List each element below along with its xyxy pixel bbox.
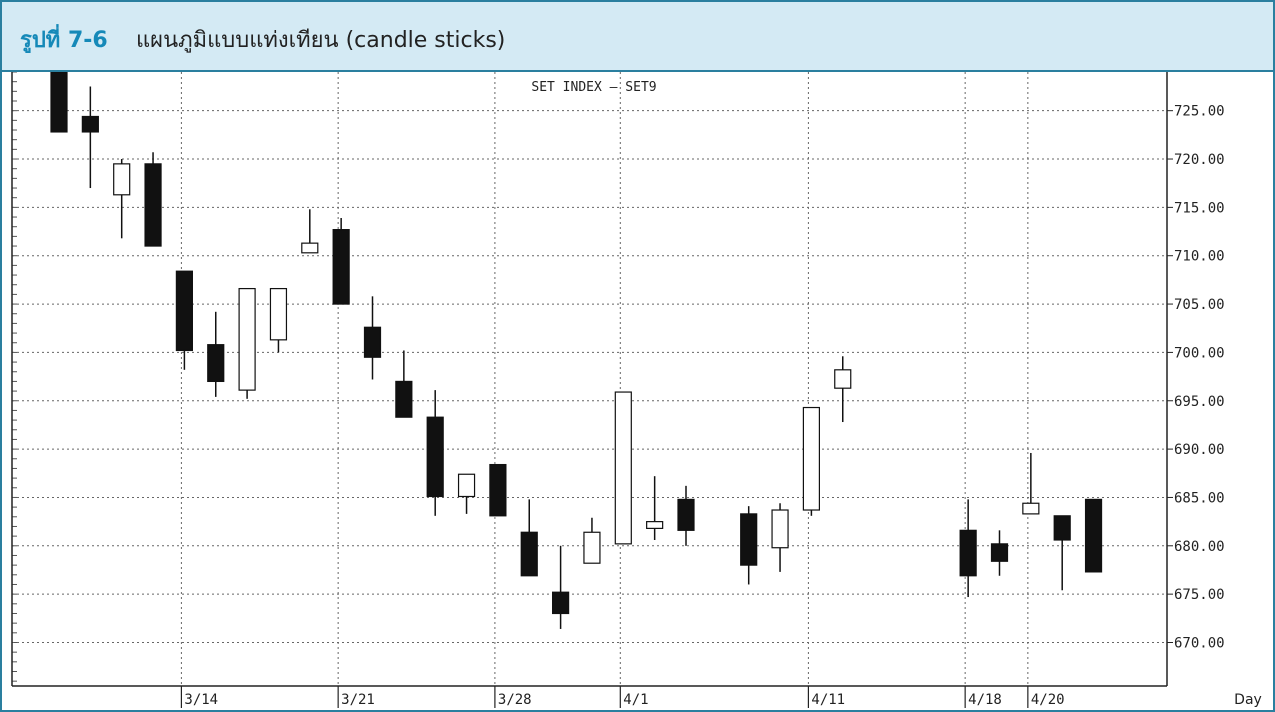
y-tick-label: 670.00 <box>1174 635 1225 651</box>
candle-body-up <box>583 531 601 564</box>
candle-body-down <box>740 513 758 566</box>
candle <box>551 545 570 629</box>
candle <box>583 517 601 564</box>
candle-body-down <box>144 163 162 247</box>
candle-body-up <box>269 287 288 341</box>
candle <box>113 159 131 239</box>
candle <box>144 152 162 247</box>
candle <box>207 311 225 397</box>
candle-body-down <box>395 380 413 418</box>
candle <box>50 72 68 133</box>
candle-body-up <box>301 242 319 254</box>
chart-title: SET INDEX — SET9 <box>531 80 656 95</box>
y-tick-label: 695.00 <box>1174 394 1225 410</box>
y-tick-label: 690.00 <box>1174 442 1225 458</box>
y-tick-label: 710.00 <box>1174 249 1225 265</box>
x-tick-label: 3/21 <box>341 692 375 708</box>
candle <box>332 218 350 305</box>
candle-body-up <box>646 521 664 529</box>
candle <box>489 463 507 517</box>
candle <box>614 391 632 545</box>
candle-body-down <box>489 463 507 517</box>
candle <box>520 499 538 577</box>
candle-body-up <box>113 163 131 196</box>
x-tick-label: 4/18 <box>968 692 1002 708</box>
candle <box>238 287 256 399</box>
candle <box>834 356 852 423</box>
y-axis: 725.00 720.00 715.00 710.00 705.00 700.00 695.… <box>1167 104 1225 651</box>
candle-body-down <box>175 270 193 352</box>
candle <box>1022 452 1040 515</box>
y-tick-label: 685.00 <box>1174 490 1225 506</box>
candle-body-up <box>238 287 256 391</box>
candle <box>677 485 695 546</box>
candlestick-chart: 725.00 720.00 715.00 710.00 705.00 700.00 695.… <box>11 72 1262 708</box>
candle <box>175 270 193 370</box>
candle-body-down <box>363 326 382 358</box>
candle-body-down <box>50 72 68 133</box>
candle-body-down <box>426 416 444 498</box>
candle-body-down <box>81 115 99 133</box>
candle-body-up <box>614 391 632 545</box>
candle <box>959 499 977 598</box>
candle-body-down <box>207 344 225 383</box>
x-tick-label: 4/20 <box>1031 692 1065 708</box>
y-tick-label: 715.00 <box>1174 200 1225 216</box>
y-tick-label: 725.00 <box>1174 104 1225 120</box>
x-axis: 3/14 3/21 3/28 4/1 4/11 4/18 4/20 <box>180 686 1065 708</box>
candle <box>990 530 1009 576</box>
candle <box>457 473 476 514</box>
candle <box>740 506 758 585</box>
x-axis-label: Day <box>1234 692 1262 708</box>
y-tick-label: 720.00 <box>1174 152 1225 168</box>
candle-body-up <box>834 369 852 389</box>
candle <box>1053 515 1071 591</box>
candle <box>646 476 664 540</box>
candle <box>426 390 444 516</box>
candle <box>771 503 789 572</box>
figure-title: แผนภูมิแบบแท่งเทียน (candle sticks) <box>136 28 506 53</box>
y-tick-label: 700.00 <box>1174 345 1225 361</box>
candle <box>81 86 99 189</box>
figure-header: รูปที่ 7-6 แผนภูมิแบบแท่งเทียน (candle s… <box>2 2 1273 72</box>
candle <box>363 296 382 380</box>
y-tick-label: 705.00 <box>1174 297 1225 313</box>
candle-body-down <box>1084 498 1103 573</box>
candle-body-up <box>802 406 821 511</box>
candle-body-down <box>959 529 977 577</box>
figure-label: รูปที่ 7-6 <box>20 28 108 53</box>
axes <box>11 72 1168 687</box>
y-tick-label: 680.00 <box>1174 539 1225 555</box>
candle <box>802 406 821 516</box>
candle <box>395 350 413 418</box>
x-tick-label: 4/11 <box>811 692 845 708</box>
candles <box>50 72 1103 629</box>
candle-body-up <box>457 473 476 498</box>
candle <box>1084 498 1103 573</box>
x-tick-label: 3/28 <box>498 692 532 708</box>
candle-body-down <box>520 531 538 577</box>
candle-body-down <box>990 543 1009 562</box>
candle-body-down <box>332 229 350 305</box>
candle-body-down <box>551 591 570 615</box>
candle-body-up <box>1022 502 1040 515</box>
candle <box>301 209 319 254</box>
candle-body-up <box>771 509 789 549</box>
candle-body-down <box>1053 515 1071 541</box>
y-tick-label: 675.00 <box>1174 587 1225 603</box>
grid <box>12 72 1167 686</box>
candle <box>269 287 288 353</box>
x-tick-label: 3/14 <box>184 692 218 708</box>
x-tick-label: 4/1 <box>623 692 648 708</box>
candle-body-down <box>677 498 695 531</box>
